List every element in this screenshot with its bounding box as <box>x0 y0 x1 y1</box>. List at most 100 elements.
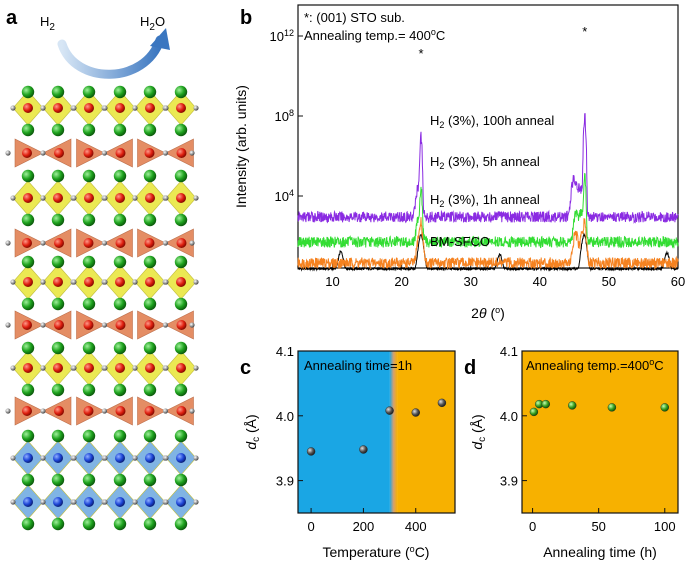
panel-label-b: b <box>240 7 252 29</box>
a-site-atom <box>143 341 157 355</box>
a-site-atom <box>143 169 157 183</box>
metal-atom <box>176 103 186 113</box>
a-site-atom <box>143 85 157 99</box>
y-tick-label: 108 <box>275 108 294 124</box>
a-site-atom <box>113 123 127 137</box>
metal-atom <box>176 277 186 287</box>
oxygen-atom <box>162 322 169 328</box>
a-site-atom <box>143 255 157 269</box>
metal-atom <box>145 363 155 373</box>
oxygen-atom <box>189 408 195 414</box>
oxygen-atom <box>162 150 169 156</box>
x-tick-label: 30 <box>463 274 477 289</box>
a-site-atom <box>143 383 157 397</box>
plot-frame <box>297 4 679 269</box>
oxygen-atom <box>5 322 11 328</box>
plot-frame <box>297 350 456 514</box>
a-site-atom <box>21 297 35 311</box>
a-site-atom <box>21 517 35 531</box>
oxygen-atom <box>132 365 138 371</box>
oxygen-atom <box>102 365 108 371</box>
annotation-line-2: Annealing temp.= 400oC <box>304 27 445 43</box>
a-site-atom <box>143 123 157 137</box>
a-site-atom <box>51 429 65 443</box>
x-tick-label: 20 <box>394 274 408 289</box>
oxygen-atom <box>162 240 169 246</box>
oxygen-atom <box>40 240 46 246</box>
y-axis-label: Intensity (arb. units) <box>233 85 249 208</box>
x-tick-label: 50 <box>591 519 605 534</box>
series-label: H2 (3%), 100h anneal <box>430 113 554 130</box>
tetra-metal-atom <box>115 320 126 330</box>
y-tick-label: 1012 <box>270 28 294 44</box>
oxygen-atom <box>193 195 199 201</box>
a-site-atom <box>21 429 35 443</box>
background-region <box>397 351 455 513</box>
oxygen-atom <box>102 105 108 111</box>
a-site-atom <box>174 297 188 311</box>
oxygen-atom <box>193 499 199 505</box>
a-site-atom <box>174 473 188 487</box>
oxygen-atom <box>102 455 108 461</box>
metal-atom <box>115 103 125 113</box>
a-site-atom <box>113 383 127 397</box>
a-site-atom <box>113 85 127 99</box>
panel-label-a: a <box>6 7 18 29</box>
background-region <box>389 351 398 513</box>
series-line <box>297 217 679 271</box>
tetra-metal-atom <box>22 238 32 248</box>
a-site-atom <box>82 255 96 269</box>
metal-atom <box>23 103 33 113</box>
x-tick-label: 0 <box>529 519 536 534</box>
temperature-chart: 0 200 400 3.9 4.0 4.1 dc (Å) Annealing time=1h T… <box>243 344 456 560</box>
a-site-atom <box>21 341 35 355</box>
oxygen-atom <box>102 499 108 505</box>
y-tick-label: 3.9 <box>276 474 294 489</box>
a-site-atom <box>21 213 35 227</box>
blue-metal-atom <box>84 453 94 463</box>
a-site-atom <box>51 383 65 397</box>
oxygen-atom <box>40 408 46 414</box>
a-site-atom <box>51 169 65 183</box>
x-axis-label: 2θ (o) <box>471 305 505 321</box>
a-site-atom <box>21 473 35 487</box>
blue-metal-atom <box>23 453 33 463</box>
oxygen-atom <box>162 408 169 414</box>
tetra-metal-atom <box>144 406 155 416</box>
oxygen-atom <box>193 105 199 111</box>
x-tick-label: 60 <box>671 274 685 289</box>
a-site-atom <box>82 297 96 311</box>
crystal-structure <box>5 85 199 531</box>
annotation-line-1: *: (001) STO sub. <box>304 10 405 25</box>
data-point <box>306 447 316 456</box>
oxygen-atom <box>40 499 46 505</box>
tetra-metal-atom <box>22 148 32 158</box>
oxygen-atom <box>71 105 77 111</box>
product-label: H2O <box>140 14 165 33</box>
blue-metal-atom <box>176 453 186 463</box>
x-axis-label: Annealing time (h) <box>543 544 657 560</box>
oxygen-atom <box>10 455 16 461</box>
oxygen-atom <box>163 455 169 461</box>
a-site-atom <box>113 297 127 311</box>
a-site-atom <box>113 255 127 269</box>
a-site-atom <box>174 429 188 443</box>
tetra-metal-atom <box>54 320 64 330</box>
tetra-metal-atom <box>83 320 94 330</box>
oxygen-atom <box>132 195 138 201</box>
reactant-label: H2 <box>40 14 55 33</box>
data-point <box>660 403 669 412</box>
x-tick-label: 50 <box>602 274 616 289</box>
oxygen-atom <box>101 322 108 328</box>
oxygen-atom <box>193 365 199 371</box>
blue-metal-atom <box>176 497 186 507</box>
oxygen-atom <box>102 279 108 285</box>
tetra-metal-atom <box>176 320 187 330</box>
y-axis-label: dc (Å) <box>469 414 488 449</box>
a-site-atom <box>82 383 96 397</box>
series-label: BM-SFCO <box>430 234 490 249</box>
blue-metal-atom <box>53 497 63 507</box>
data-point <box>541 399 550 409</box>
y-tick-label: 3.9 <box>500 474 518 489</box>
